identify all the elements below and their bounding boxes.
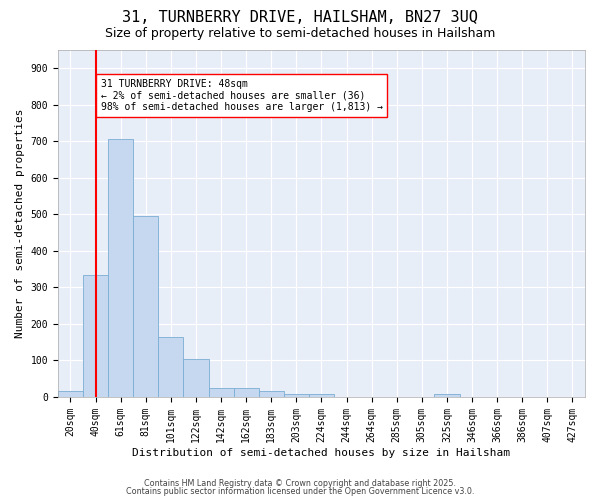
Bar <box>309 394 334 397</box>
Bar <box>284 394 309 397</box>
Bar <box>233 388 259 397</box>
Bar <box>108 140 133 397</box>
Text: Contains public sector information licensed under the Open Government Licence v3: Contains public sector information licen… <box>126 487 474 496</box>
Bar <box>58 392 83 397</box>
Bar <box>434 394 460 397</box>
Bar <box>158 336 184 397</box>
Text: Size of property relative to semi-detached houses in Hailsham: Size of property relative to semi-detach… <box>105 28 495 40</box>
Y-axis label: Number of semi-detached properties: Number of semi-detached properties <box>15 108 25 338</box>
Bar <box>133 216 158 397</box>
Text: 31 TURNBERRY DRIVE: 48sqm
← 2% of semi-detached houses are smaller (36)
98% of s: 31 TURNBERRY DRIVE: 48sqm ← 2% of semi-d… <box>101 79 383 112</box>
Bar <box>259 392 284 397</box>
Text: Contains HM Land Registry data © Crown copyright and database right 2025.: Contains HM Land Registry data © Crown c… <box>144 478 456 488</box>
Bar <box>83 274 108 397</box>
Bar <box>184 358 209 397</box>
Text: 31, TURNBERRY DRIVE, HAILSHAM, BN27 3UQ: 31, TURNBERRY DRIVE, HAILSHAM, BN27 3UQ <box>122 10 478 25</box>
Bar <box>209 388 233 397</box>
X-axis label: Distribution of semi-detached houses by size in Hailsham: Distribution of semi-detached houses by … <box>133 448 511 458</box>
